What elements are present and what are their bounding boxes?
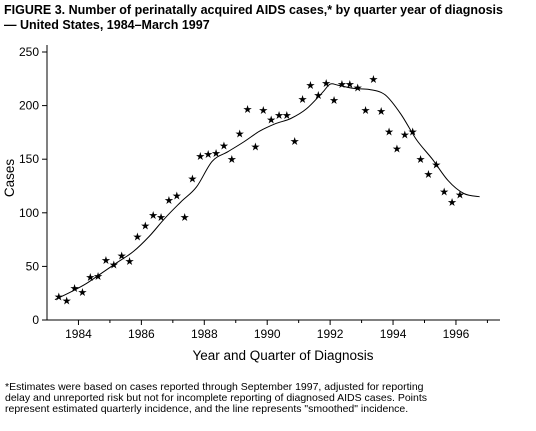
data-point: ★	[306, 79, 316, 92]
data-point: ★	[77, 286, 87, 299]
data-point: ★	[258, 104, 268, 117]
data-point: ★	[148, 209, 158, 222]
data-point: ★	[188, 172, 198, 185]
data-point: ★	[195, 150, 205, 163]
data-point: ★	[85, 271, 95, 284]
data-point: ★	[329, 94, 339, 107]
data-point: ★	[250, 140, 260, 153]
y-axis-title: Cases	[2, 159, 17, 198]
y-tick-label: 200	[19, 99, 39, 113]
data-point: ★	[313, 89, 323, 102]
footnote-line-3: represent estimated quarterly incidence,…	[5, 403, 408, 415]
data-point: ★	[70, 282, 80, 295]
data-point: ★	[156, 211, 166, 224]
footnote-line-1: *Estimates were based on cases reported …	[5, 381, 424, 393]
x-tick-label: 1996	[443, 327, 470, 341]
axes	[46, 45, 500, 321]
data-point: ★	[109, 258, 119, 271]
x-tick-label: 1992	[317, 327, 344, 341]
x-tick-label: 1990	[254, 327, 281, 341]
data-point: ★	[447, 196, 457, 209]
data-point: ★	[140, 220, 150, 233]
data-point: ★	[266, 114, 276, 127]
data-point: ★	[353, 81, 363, 94]
data-point: ★	[274, 109, 284, 122]
data-point: ★	[227, 153, 237, 166]
smoothed-incidence-line	[54, 83, 480, 301]
y-tick-label: 150	[19, 152, 39, 166]
data-point: ★	[101, 254, 111, 267]
y-tick-label: 250	[19, 45, 39, 59]
data-point: ★	[400, 129, 410, 142]
footnote-line-2: delay and unreported risk but not for in…	[5, 392, 427, 404]
data-point: ★	[423, 168, 433, 181]
data-point: ★	[164, 194, 174, 207]
y-ticks: 0 50 100 150 200 250	[19, 45, 47, 327]
data-point: ★	[93, 270, 103, 283]
data-point: ★	[235, 127, 245, 140]
data-point: ★	[455, 189, 465, 202]
x-tick-label: 1988	[191, 327, 218, 341]
data-point: ★	[416, 153, 426, 166]
x-tick-label: 1984	[65, 327, 92, 341]
data-point: ★	[172, 190, 182, 203]
data-point: ★	[368, 73, 378, 86]
data-point: ★	[243, 103, 253, 116]
data-point: ★	[392, 142, 402, 155]
x-ticks: 1984 1986 1988 1990 1992 1994 1996	[65, 320, 488, 341]
data-point: ★	[203, 148, 213, 161]
data-point: ★	[290, 135, 300, 148]
y-tick-label: 100	[19, 206, 39, 220]
data-points: ★★★★★★★★★★★★★★★★★★★★★★★★★★★★★★★★★★★★★★★★…	[54, 73, 465, 308]
data-point: ★	[321, 77, 331, 90]
data-point: ★	[439, 185, 449, 198]
data-point: ★	[408, 125, 418, 138]
x-tick-label: 1986	[128, 327, 155, 341]
x-axis-title: Year and Quarter of Diagnosis	[192, 348, 373, 363]
data-point: ★	[376, 105, 386, 118]
data-point: ★	[219, 139, 229, 152]
data-point: ★	[133, 230, 143, 243]
data-point: ★	[211, 147, 221, 160]
y-tick-label: 0	[32, 313, 39, 327]
data-point: ★	[62, 295, 72, 308]
data-point: ★	[117, 250, 127, 263]
data-point: ★	[384, 125, 394, 138]
data-point: ★	[337, 78, 347, 91]
y-tick-label: 50	[26, 259, 40, 273]
data-point: ★	[345, 78, 355, 91]
data-point: ★	[54, 290, 64, 303]
data-point: ★	[125, 255, 135, 268]
chart-title-line-2: — United States, 1984–March 1997	[4, 18, 210, 32]
data-point: ★	[180, 211, 190, 224]
x-tick-label: 1994	[380, 327, 407, 341]
chart-title-line-1: FIGURE 3. Number of perinatally acquired…	[4, 3, 503, 17]
data-point: ★	[431, 159, 441, 172]
data-point: ★	[298, 93, 308, 106]
data-point: ★	[282, 109, 292, 122]
data-point: ★	[361, 104, 371, 117]
